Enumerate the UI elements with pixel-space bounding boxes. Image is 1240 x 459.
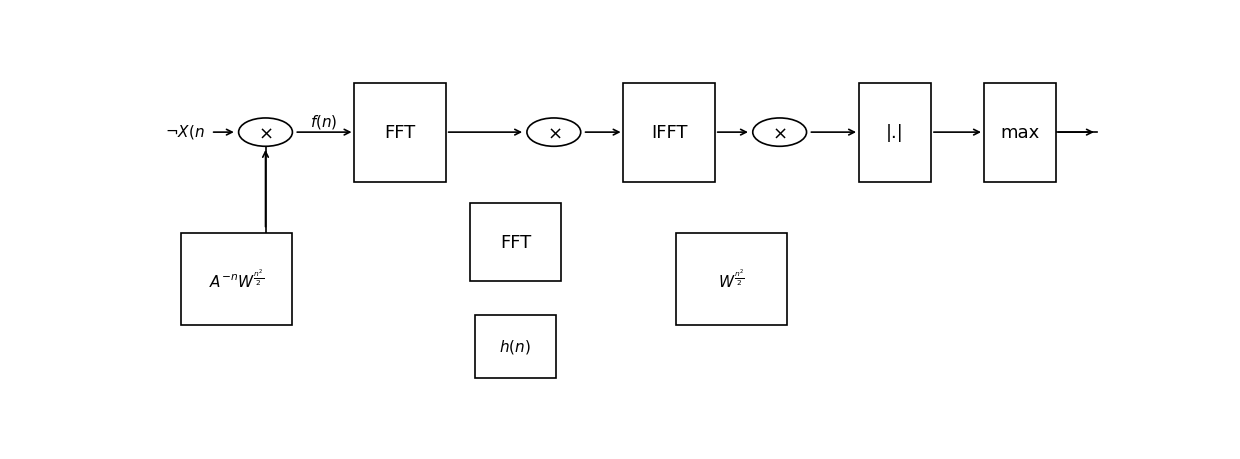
Text: $f(n)$: $f(n)$ — [310, 113, 337, 131]
Ellipse shape — [753, 119, 806, 147]
Text: max: max — [1001, 124, 1039, 142]
Bar — [983, 84, 1056, 182]
Text: $\times$: $\times$ — [773, 124, 787, 142]
Text: $h(n)$: $h(n)$ — [500, 338, 531, 356]
Bar — [475, 315, 557, 379]
Text: FFT: FFT — [500, 234, 531, 252]
Text: $\times$: $\times$ — [258, 124, 273, 142]
Text: |.|: |.| — [887, 124, 904, 142]
Text: IFFT: IFFT — [651, 124, 687, 142]
Text: $W^{\frac{n^2}{2}}$: $W^{\frac{n^2}{2}}$ — [718, 269, 745, 291]
Text: $A^{-n}W^{\frac{n^2}{2}}$: $A^{-n}W^{\frac{n^2}{2}}$ — [210, 269, 264, 291]
Bar — [676, 234, 787, 325]
Text: FFT: FFT — [384, 124, 415, 142]
Bar — [859, 84, 931, 182]
Text: $\neg X(n$: $\neg X(n$ — [165, 123, 205, 141]
Bar — [470, 203, 560, 281]
Ellipse shape — [238, 119, 293, 147]
Text: $\times$: $\times$ — [547, 124, 562, 142]
Bar — [181, 234, 291, 325]
Bar — [624, 84, 714, 182]
Ellipse shape — [527, 119, 580, 147]
Bar — [355, 84, 445, 182]
